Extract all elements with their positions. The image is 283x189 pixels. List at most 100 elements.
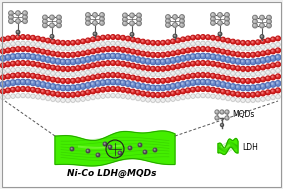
Circle shape [22, 36, 23, 37]
Circle shape [61, 67, 65, 71]
Circle shape [82, 52, 83, 53]
Circle shape [96, 68, 100, 73]
Circle shape [151, 72, 155, 77]
Circle shape [196, 73, 200, 77]
Circle shape [231, 71, 235, 76]
Circle shape [62, 99, 63, 100]
Circle shape [60, 85, 66, 91]
Circle shape [230, 84, 236, 89]
Circle shape [51, 51, 55, 56]
Circle shape [110, 53, 116, 59]
Circle shape [252, 42, 253, 43]
Circle shape [276, 42, 280, 47]
Circle shape [20, 79, 26, 85]
Circle shape [117, 88, 118, 89]
Circle shape [143, 150, 147, 154]
Circle shape [138, 143, 142, 147]
Circle shape [55, 52, 60, 57]
Circle shape [16, 81, 18, 82]
Circle shape [97, 63, 98, 64]
Circle shape [31, 42, 35, 46]
Circle shape [219, 33, 220, 34]
Circle shape [132, 64, 133, 66]
Circle shape [132, 50, 133, 52]
Circle shape [206, 41, 210, 46]
Circle shape [42, 44, 43, 46]
Circle shape [46, 84, 48, 86]
Circle shape [72, 99, 73, 100]
Circle shape [22, 74, 23, 75]
Circle shape [252, 67, 253, 69]
Circle shape [52, 78, 53, 80]
Circle shape [226, 18, 227, 19]
Circle shape [155, 85, 161, 91]
Circle shape [191, 68, 195, 72]
Circle shape [241, 67, 245, 71]
Circle shape [121, 36, 125, 40]
Circle shape [46, 70, 50, 75]
Circle shape [122, 43, 123, 44]
Circle shape [271, 83, 273, 84]
Circle shape [212, 43, 213, 44]
Circle shape [65, 85, 71, 91]
Circle shape [100, 17, 104, 21]
Circle shape [166, 86, 168, 87]
Circle shape [102, 74, 103, 76]
Circle shape [175, 64, 180, 69]
Circle shape [1, 63, 5, 68]
Circle shape [21, 73, 25, 77]
Circle shape [1, 57, 3, 59]
Circle shape [92, 96, 93, 98]
Circle shape [232, 66, 233, 68]
Circle shape [162, 94, 163, 95]
Circle shape [58, 24, 59, 26]
Circle shape [26, 67, 30, 72]
Circle shape [176, 44, 180, 49]
Circle shape [137, 21, 141, 26]
Circle shape [31, 55, 33, 57]
Circle shape [16, 35, 20, 40]
Circle shape [96, 62, 100, 67]
Circle shape [36, 88, 40, 93]
Circle shape [41, 43, 45, 48]
Circle shape [12, 36, 13, 38]
Circle shape [67, 99, 68, 101]
Circle shape [55, 92, 60, 97]
Circle shape [41, 95, 45, 100]
Circle shape [37, 43, 38, 45]
Circle shape [197, 94, 198, 96]
Circle shape [211, 87, 215, 92]
Circle shape [12, 48, 13, 50]
Circle shape [126, 74, 130, 79]
Circle shape [205, 79, 211, 85]
Circle shape [66, 46, 70, 51]
Circle shape [153, 148, 157, 152]
Circle shape [42, 76, 43, 78]
Circle shape [177, 39, 178, 40]
Circle shape [276, 94, 280, 99]
Circle shape [112, 68, 113, 69]
Circle shape [267, 71, 268, 73]
Circle shape [276, 36, 280, 41]
Circle shape [152, 42, 153, 43]
Circle shape [141, 71, 145, 76]
Circle shape [160, 52, 165, 57]
Circle shape [217, 96, 218, 97]
Circle shape [157, 54, 158, 55]
Circle shape [206, 87, 210, 92]
Circle shape [190, 61, 195, 66]
Circle shape [139, 144, 140, 145]
Circle shape [11, 81, 13, 83]
Circle shape [127, 37, 128, 39]
Circle shape [119, 152, 120, 153]
Circle shape [145, 92, 150, 97]
Circle shape [81, 91, 85, 96]
Circle shape [90, 82, 96, 87]
Circle shape [87, 51, 88, 53]
Circle shape [57, 53, 58, 54]
Circle shape [211, 42, 215, 46]
Circle shape [22, 88, 23, 89]
Circle shape [37, 96, 38, 97]
Circle shape [103, 142, 107, 146]
Circle shape [180, 23, 184, 27]
